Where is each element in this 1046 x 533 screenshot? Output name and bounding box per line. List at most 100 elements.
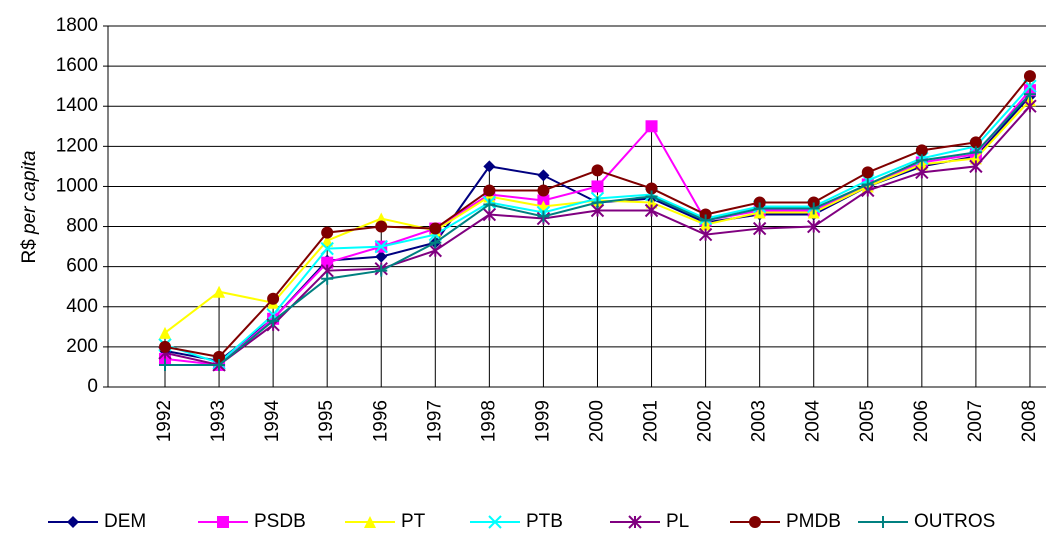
marker xyxy=(488,515,502,529)
marker xyxy=(699,214,712,227)
y-label-italic: per capita xyxy=(19,150,40,234)
marker xyxy=(364,516,376,528)
marker xyxy=(321,234,334,247)
y-tick-label: 1000 xyxy=(56,175,98,196)
marker xyxy=(375,264,388,277)
marker xyxy=(267,314,280,327)
marker xyxy=(645,190,658,203)
x-tick-label: 2005 xyxy=(857,400,878,442)
legend-label: PT xyxy=(401,511,426,532)
marker xyxy=(267,292,280,305)
y-label-unit: R$ xyxy=(19,239,40,264)
x-tick-label: 1998 xyxy=(478,400,499,442)
marker xyxy=(375,220,388,233)
y-tick-label: 1200 xyxy=(56,135,98,156)
marker xyxy=(217,516,229,528)
y-tick-label: 1400 xyxy=(56,95,98,116)
marker xyxy=(537,194,550,207)
marker xyxy=(1023,88,1036,101)
marker xyxy=(807,219,821,234)
marker xyxy=(969,152,982,165)
marker xyxy=(321,226,334,239)
marker xyxy=(645,182,658,195)
x-tick-label: 1994 xyxy=(262,400,283,443)
x-tick-label: 2000 xyxy=(586,400,607,442)
legend-label: PL xyxy=(666,511,689,532)
marker xyxy=(969,146,982,159)
x-tick-label: 2004 xyxy=(803,400,824,443)
y-tick-label: 200 xyxy=(66,336,98,357)
y-tick-label: 800 xyxy=(66,216,98,237)
legend-label: OUTROS xyxy=(914,511,995,532)
marker xyxy=(213,285,226,298)
marker xyxy=(483,160,496,173)
marker xyxy=(159,358,171,371)
legend-label: PTB xyxy=(526,511,563,532)
y-axis-label: R$ per capita xyxy=(19,150,40,263)
marker xyxy=(1023,99,1037,113)
marker xyxy=(374,239,388,254)
x-tick-label: 1993 xyxy=(208,400,229,442)
marker xyxy=(807,196,820,209)
legend-label: PSDB xyxy=(254,511,306,532)
marker xyxy=(915,154,928,167)
marker xyxy=(645,120,658,133)
marker xyxy=(159,326,171,339)
marker xyxy=(861,178,874,191)
marker xyxy=(1023,70,1036,83)
x-tick-label: 1999 xyxy=(532,400,553,442)
marker xyxy=(645,196,658,209)
marker xyxy=(213,350,226,363)
x-tick-label: 1997 xyxy=(424,400,445,442)
marker xyxy=(159,340,171,353)
marker xyxy=(877,516,889,528)
marker xyxy=(375,250,388,263)
marker xyxy=(537,210,550,223)
marker xyxy=(482,207,497,222)
y-tick-label: 400 xyxy=(66,296,98,317)
marker xyxy=(915,165,929,180)
marker xyxy=(537,169,550,182)
marker xyxy=(915,144,928,157)
marker xyxy=(861,166,874,179)
x-tick-label: 2008 xyxy=(1019,400,1040,442)
marker xyxy=(698,227,713,242)
marker xyxy=(591,180,604,193)
x-tick-label: 2007 xyxy=(965,400,986,442)
y-tick-label: 1600 xyxy=(56,55,98,76)
x-tick-label: 2006 xyxy=(911,400,932,442)
marker xyxy=(753,202,766,215)
marker xyxy=(969,159,983,174)
marker xyxy=(628,515,642,529)
marker xyxy=(591,164,604,177)
marker xyxy=(429,236,442,249)
marker xyxy=(969,136,982,149)
y-tick-label: 0 xyxy=(87,376,98,397)
marker xyxy=(213,358,226,371)
marker xyxy=(483,198,496,211)
marker xyxy=(752,221,767,236)
x-tick-label: 2003 xyxy=(749,400,770,442)
marker xyxy=(699,208,712,221)
x-tick-label: 2002 xyxy=(695,400,716,442)
y-tick-label: 600 xyxy=(66,256,98,277)
marker xyxy=(807,202,820,215)
x-tick-label: 1992 xyxy=(154,400,175,442)
marker xyxy=(429,222,442,235)
marker xyxy=(753,196,766,209)
marker xyxy=(591,196,604,209)
marker xyxy=(749,516,761,528)
legend-label: PMDB xyxy=(786,511,841,532)
x-tick-label: 2001 xyxy=(641,400,662,442)
legend-label: DEM xyxy=(104,511,146,532)
marker xyxy=(321,256,334,269)
x-tick-label: 1996 xyxy=(370,400,391,442)
x-tick-label: 1995 xyxy=(316,400,337,442)
y-tick-label: 1800 xyxy=(56,15,98,36)
marker xyxy=(483,184,496,197)
marker xyxy=(67,516,79,528)
marker xyxy=(321,272,334,285)
marker xyxy=(537,184,550,197)
marker xyxy=(320,241,334,256)
